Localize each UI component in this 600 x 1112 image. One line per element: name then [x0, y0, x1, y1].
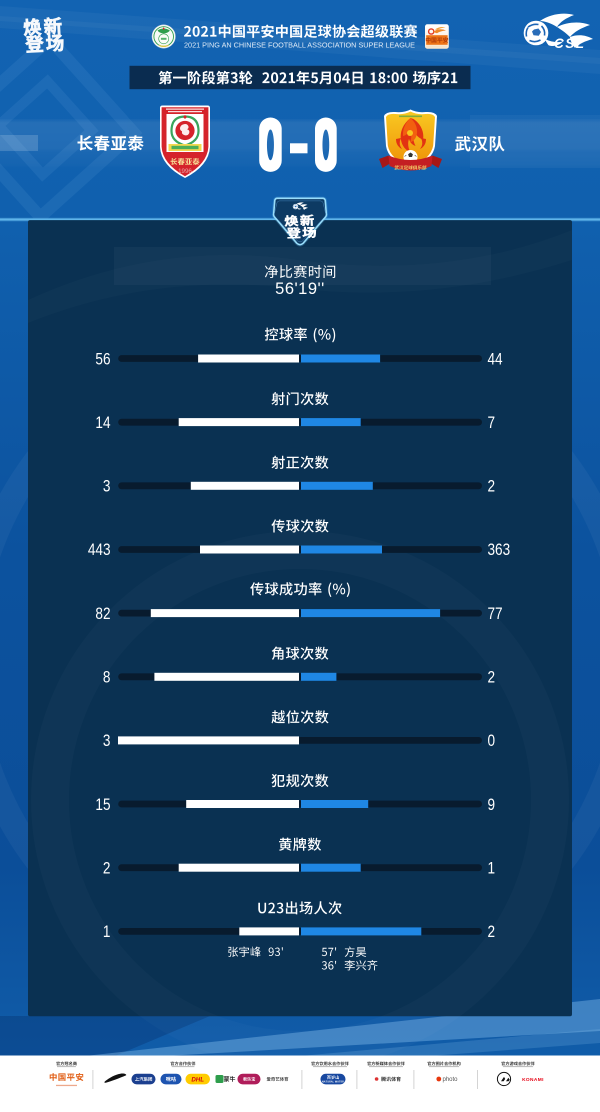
- svg-text:7: 7: [488, 414, 496, 433]
- svg-text:9: 9: [488, 795, 496, 814]
- svg-text:77: 77: [488, 605, 503, 624]
- svg-text:44: 44: [488, 350, 504, 369]
- svg-text:15: 15: [95, 795, 110, 814]
- svg-text:KONAMI: KONAMI: [522, 1077, 544, 1083]
- svg-text:8: 8: [103, 668, 111, 687]
- svg-text:56'19'': 56'19'': [275, 280, 325, 298]
- svg-text:3: 3: [103, 732, 111, 751]
- svg-text:363: 363: [488, 541, 511, 560]
- svg-text:2: 2: [103, 859, 111, 878]
- svg-text:0: 0: [488, 732, 496, 751]
- svg-text:1: 1: [488, 859, 496, 878]
- svg-text:3: 3: [103, 477, 111, 496]
- svg-text:2: 2: [488, 923, 496, 942]
- svg-text:DHL: DHL: [191, 1076, 204, 1083]
- svg-text:CSL: CSL: [554, 36, 586, 51]
- svg-text:1: 1: [103, 923, 111, 942]
- svg-text:2: 2: [488, 668, 496, 687]
- svg-text:2021 PING AN CHINESE FOOTBALL: 2021 PING AN CHINESE FOOTBALL ASSOCIATIO…: [184, 40, 415, 49]
- svg-text:82: 82: [95, 605, 110, 624]
- svg-text:2: 2: [488, 477, 496, 496]
- svg-text:photo: photo: [443, 1077, 459, 1083]
- svg-text:1996: 1996: [178, 168, 192, 175]
- svg-text:56: 56: [95, 350, 110, 369]
- svg-text:443: 443: [88, 541, 111, 560]
- svg-text:14: 14: [95, 414, 111, 433]
